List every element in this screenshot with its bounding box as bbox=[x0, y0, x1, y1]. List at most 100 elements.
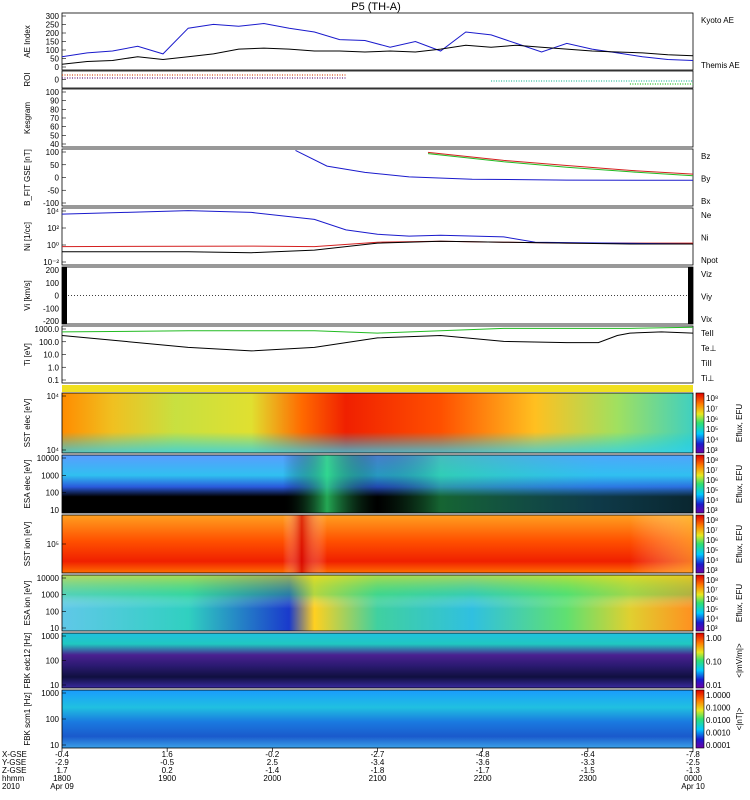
x-axis-row-label: Y-GSE bbox=[2, 758, 26, 767]
legend-teii: TeII bbox=[701, 329, 714, 338]
x-tick-value: -1.7 bbox=[476, 766, 490, 775]
colorbar-tick-label: 10³ bbox=[706, 624, 718, 633]
x-tick-value: -0.5 bbox=[160, 758, 174, 767]
y-tick-label: 100 bbox=[46, 489, 60, 498]
x-tick-value: 0000 bbox=[684, 774, 702, 783]
y-tick-label: 0 bbox=[55, 76, 60, 85]
y-tick-label: 0.1 bbox=[48, 376, 60, 385]
series-line-kyoto-ae bbox=[61, 22, 694, 61]
spectra-strip bbox=[62, 385, 693, 392]
x-tick-value: 1800 bbox=[53, 774, 71, 783]
heatmap-fbk2 bbox=[62, 690, 693, 748]
series-line-npot bbox=[62, 240, 693, 254]
y-axis-label: FBK scm1 [Hz] bbox=[23, 692, 32, 745]
y-tick-label: -200 bbox=[43, 317, 60, 326]
panel-roi: ROI 0 bbox=[23, 70, 694, 89]
y-tick-label: 10⁴ bbox=[47, 207, 60, 216]
y-tick-label: 0 bbox=[55, 63, 60, 72]
y-axis-label: FBK edc12 [Hz] bbox=[23, 632, 32, 688]
y-tick-label: 50 bbox=[50, 131, 59, 140]
panel-fbk1: 1.00 0.10 0.01 <|mV/m|> FBK edc12 [Hz] 1000 10… bbox=[23, 632, 744, 690]
colorbar-tick-label: 0.0001 bbox=[706, 741, 731, 750]
y-tick-label: 0 bbox=[55, 292, 60, 301]
colorbar-tick-label: 10⁴ bbox=[706, 436, 719, 445]
colorbar-tick-label: 10⁶ bbox=[706, 536, 718, 545]
series-line-tiii bbox=[61, 326, 694, 334]
colorbar-tick-label: 10⁷ bbox=[706, 466, 718, 475]
y-axis-label: Ni [1/cc] bbox=[23, 222, 32, 251]
panel-density: Ni [1/cc] 10⁴ 10² 10⁰ 10⁻² Ne Ni Npot bbox=[23, 207, 719, 267]
colorbar-tick-label: 10⁴ bbox=[706, 614, 719, 623]
x-axis-row-label: X-GSE bbox=[2, 750, 27, 759]
x-tick-value: -2.7 bbox=[371, 750, 385, 759]
colorbar-label: Eflux, EFU bbox=[735, 404, 744, 442]
colorbar-tick-label: 10³ bbox=[706, 566, 718, 575]
x-tick-value: 2100 bbox=[369, 774, 387, 783]
y-tick-label: 200 bbox=[46, 29, 60, 38]
y-axis-label: B_FIT GSE [nT] bbox=[23, 149, 32, 206]
colorbar-tick-label: 10³ bbox=[706, 506, 718, 515]
colorbar-fbk1 bbox=[695, 632, 705, 689]
colorbar-label: Eflux, EFU bbox=[735, 525, 744, 563]
series-line-themis-ae bbox=[61, 44, 694, 65]
colorbar-tick-label: 0.0100 bbox=[706, 716, 731, 725]
x-tick-value: -2.9 bbox=[55, 758, 69, 767]
x-tick-value: 1.7 bbox=[56, 766, 68, 775]
heatmap-overlay-esa2 bbox=[62, 575, 693, 631]
y-axis-label: Kesgram bbox=[23, 102, 32, 134]
x-tick-value: 1900 bbox=[158, 774, 176, 783]
x-axis-row-label: 2010 bbox=[2, 782, 20, 791]
y-tick-label: 10 bbox=[50, 506, 59, 515]
x-tick-value: 1.6 bbox=[162, 750, 174, 759]
y-tick-label: 50 bbox=[50, 161, 59, 170]
y-tick-label: 90 bbox=[50, 97, 59, 106]
y-tick-label: 1000 bbox=[41, 689, 59, 698]
heatmap-overlay-esa1 bbox=[62, 455, 693, 513]
panel-frame bbox=[61, 88, 694, 148]
colorbar-tick-label: 0.0010 bbox=[706, 729, 731, 738]
y-tick-label: 100 bbox=[46, 657, 60, 666]
y-tick-label: 100 bbox=[46, 46, 60, 55]
colorbar-label: <|mV/m|> bbox=[735, 643, 744, 678]
colorbar-tick-label: 1.00 bbox=[706, 634, 722, 643]
panel-temperature: Ti [eV]1000.0 100.0 10.0 1.0 0.1 TeII Te⊥ TiII T… bbox=[23, 325, 716, 385]
y-tick-label: 1000 bbox=[41, 591, 59, 600]
y-tick-label: 200 bbox=[46, 266, 60, 275]
heatmap-fbk1 bbox=[62, 633, 693, 688]
colorbar-tick-label: 10⁸ bbox=[706, 576, 718, 585]
y-axis-label: SST ion [eV] bbox=[23, 522, 32, 567]
legend-viz: Viz bbox=[701, 270, 712, 279]
colorbar-tick-label: 10⁷ bbox=[706, 586, 718, 595]
y-tick-label: -100 bbox=[43, 304, 60, 313]
colorbar-tick-label: 10⁵ bbox=[706, 605, 718, 614]
series-line-bx bbox=[295, 149, 694, 181]
panel-frame bbox=[61, 392, 694, 454]
x-tick-value: 0.2 bbox=[162, 766, 174, 775]
y-tick-label: 10 bbox=[50, 681, 59, 690]
legend-bx: Bx bbox=[701, 197, 710, 206]
colorbar-tick-label: 10⁵ bbox=[706, 486, 718, 495]
colorbar-tick-label: 10⁵ bbox=[706, 546, 718, 555]
x-tick-value: Apr 10 bbox=[681, 782, 705, 791]
colorbar-tick-label: 10⁵ bbox=[706, 425, 718, 434]
y-tick-label: 100 bbox=[46, 88, 60, 97]
y-tick-label: 100 bbox=[46, 148, 60, 157]
plot-title: P5 (TH-A) bbox=[351, 1, 401, 13]
x-tick-value: 2200 bbox=[474, 774, 492, 783]
panel-frame bbox=[61, 148, 694, 207]
x-tick-value: -3.4 bbox=[371, 758, 385, 767]
colorbar-label: <|nT|> bbox=[735, 707, 744, 730]
panel-frame bbox=[61, 70, 694, 89]
colorbar-fbk2 bbox=[695, 689, 705, 749]
legend-ne: Ne bbox=[701, 211, 712, 220]
colorbar-tick-label: 10⁴ bbox=[706, 496, 719, 505]
x-tick-value: Apr 09 bbox=[50, 782, 74, 791]
x-tick-value: 2.5 bbox=[267, 758, 279, 767]
panel-velocity: Vi [km/s] 200 100 0 -100 -200 Viz Viy Vix bbox=[23, 266, 712, 326]
x-tick-value: -4.8 bbox=[476, 750, 490, 759]
y-tick-label: 10⁰ bbox=[47, 241, 59, 250]
